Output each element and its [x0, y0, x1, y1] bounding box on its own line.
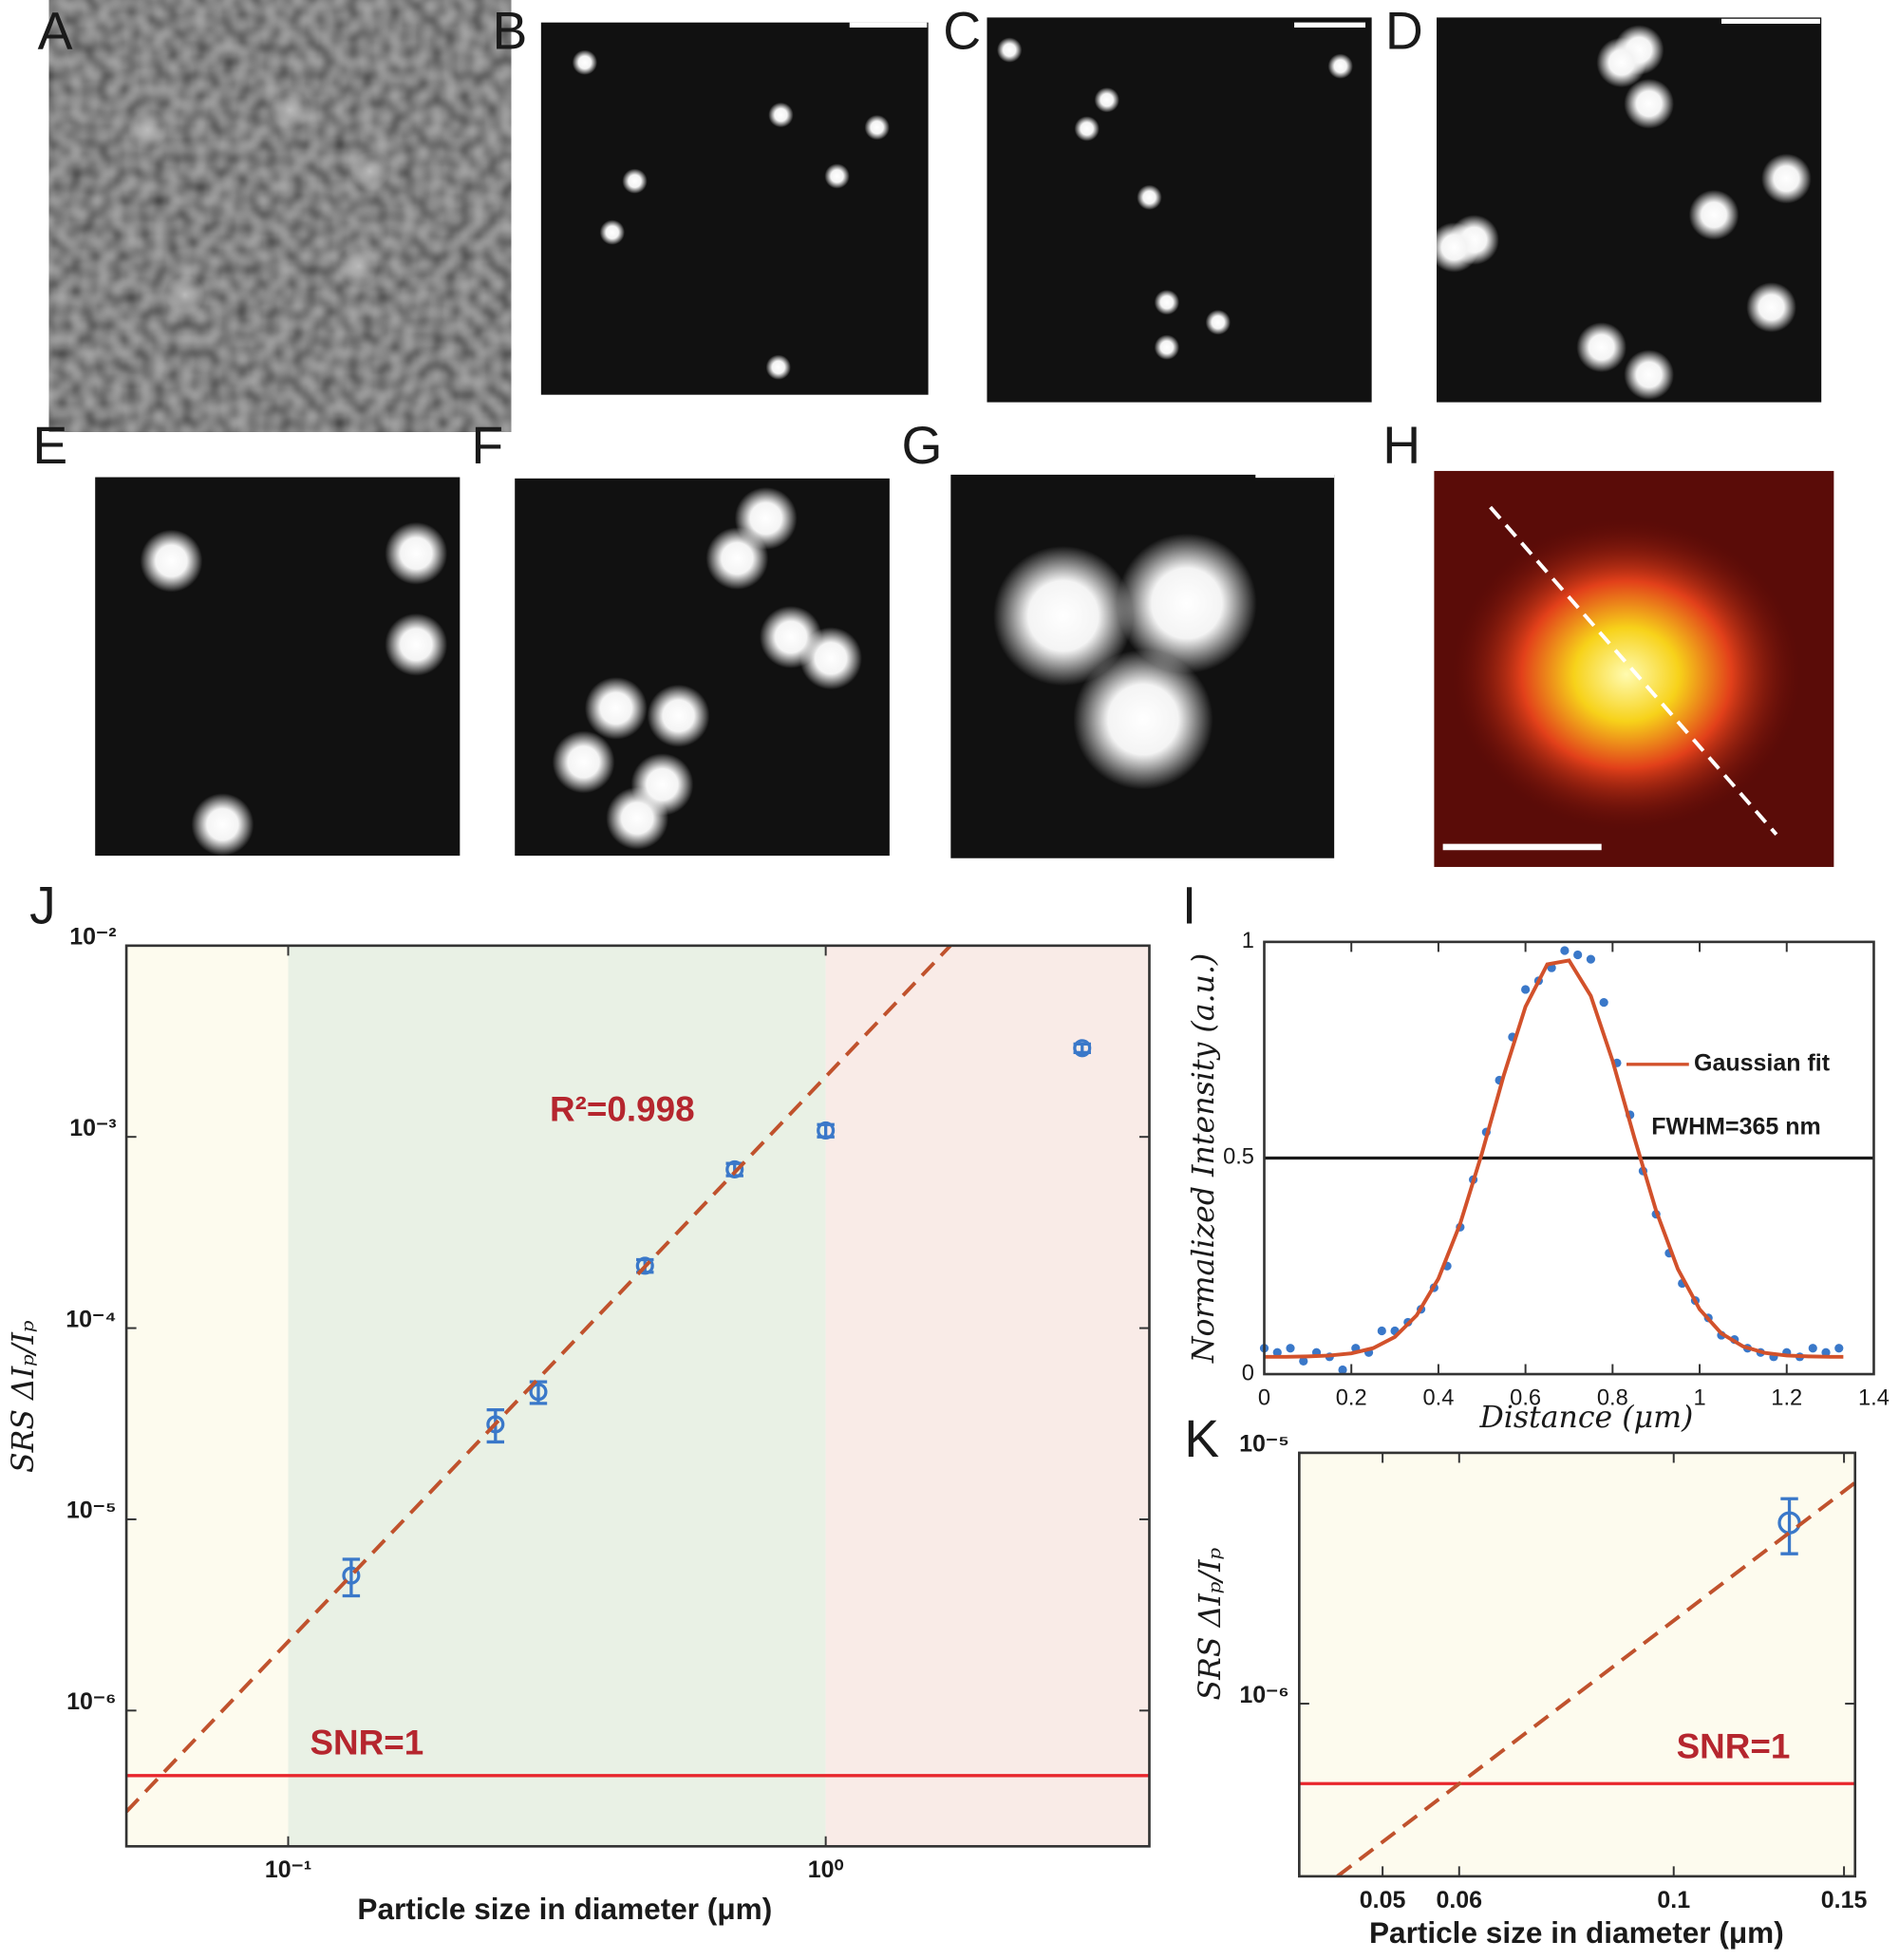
annotation: SNR=1: [310, 1723, 423, 1762]
y-tick-label: 1: [1242, 929, 1254, 953]
panel-letter: D: [1385, 1, 1423, 60]
x-tick-label: 10⁰: [808, 1856, 844, 1883]
annotation: R²=0.998: [550, 1090, 695, 1129]
data-point: [1560, 946, 1570, 955]
particles-c: [996, 37, 1353, 360]
x-axis-title: Distance (μm): [1478, 1401, 1693, 1435]
particles-f: [552, 487, 862, 850]
annotation: SNR=1: [1677, 1726, 1791, 1765]
panel-letter: F: [471, 416, 503, 475]
data-point: [1821, 1348, 1831, 1357]
x-tick-label: 0.15: [1821, 1887, 1868, 1913]
x-tick-label: 10⁻¹: [265, 1856, 311, 1883]
chart: K 0.05 0.06 0.1 0.15 10⁻⁵ 10⁻⁶ SNR=1 Particle si…: [1184, 1409, 1867, 1950]
x-tick-label: 0.05: [1360, 1887, 1406, 1913]
y-axis-title: SRS ΔIₚ/Iₚ: [1194, 1548, 1228, 1701]
data-point: [1586, 954, 1596, 964]
panel-letter: A: [38, 1, 73, 60]
y-tick-label: 0.5: [1223, 1145, 1254, 1170]
y-tick-label: 10⁻⁶: [1239, 1682, 1288, 1708]
image-a: [87, 22, 473, 395]
data-point: [1573, 950, 1583, 960]
region: [288, 945, 826, 1847]
panel-letter: J: [29, 876, 56, 934]
y-tick-label: 10⁻⁶: [66, 1688, 116, 1715]
x-tick-label: 1.4: [1858, 1386, 1890, 1411]
error-bar: [1780, 1497, 1798, 1555]
psf-spot: [1451, 518, 1802, 831]
micrographs: [87, 17, 1834, 867]
y-axis-title: SRS ΔIₚ/Iₚ: [7, 1320, 41, 1473]
x-tick-label: 0.06: [1436, 1887, 1482, 1913]
x-axis-title: Particle size in diameter (μm): [1369, 1915, 1784, 1950]
data-point: [1338, 1365, 1347, 1375]
x-tick-label: 0.1: [1657, 1887, 1690, 1913]
x-tick-label: 0.2: [1336, 1386, 1367, 1411]
x-tick-label: 0: [1258, 1386, 1270, 1411]
particles-b: [572, 49, 890, 380]
data-point: [1272, 1348, 1282, 1357]
x-tick-label: 1: [1693, 1386, 1705, 1411]
panel-letter: C: [943, 1, 981, 60]
region: [1299, 1452, 1855, 1876]
data-point: [635, 1256, 654, 1275]
particles-e: [140, 521, 448, 857]
x-tick-label: 1.2: [1771, 1386, 1802, 1411]
panel-letter: E: [32, 416, 67, 475]
annotation: FWHM=365 nm: [1651, 1113, 1820, 1140]
y-axis-title: Normalized Intensity (a.u.): [1187, 953, 1221, 1364]
data-point: [342, 1566, 361, 1585]
image-b: [540, 22, 929, 395]
y-tick-label: 10⁻⁴: [66, 1306, 116, 1332]
fit-line: [1264, 958, 1844, 1359]
fit-line: [126, 945, 952, 1814]
y-tick-label: 10⁻⁵: [1239, 1431, 1289, 1458]
legend-label: Gaussian fit: [1694, 1049, 1831, 1076]
y-tick-label: 0: [1242, 1361, 1254, 1385]
data-point: [817, 1121, 836, 1140]
particles-g: [993, 533, 1257, 790]
data-point: [1377, 1326, 1386, 1336]
region: [825, 945, 1150, 1847]
panel-letter: K: [1184, 1409, 1219, 1468]
panel-letter: H: [1382, 416, 1420, 475]
data-point: [529, 1383, 548, 1402]
panel-letter: B: [493, 1, 528, 60]
data-point: [725, 1159, 744, 1178]
plot-frame: [1263, 940, 1875, 1376]
y-tick-label: 10⁻²: [69, 924, 116, 951]
particles-a: [127, 89, 390, 315]
chart: J 10⁻¹ 10⁰ 10⁻² 10⁻³ 10⁻⁴ 10⁻⁵ 10⁻⁶ R²=0.998 SNR=…: [7, 876, 1151, 1926]
y-tick-label: 10⁻³: [69, 1115, 116, 1141]
panel-letter: G: [902, 416, 943, 475]
plot-frame: [1298, 1451, 1857, 1878]
particles-d: [1429, 25, 1812, 400]
x-tick-label: 0.8: [1597, 1386, 1628, 1411]
data-point: [1521, 985, 1531, 994]
data-point: [1073, 1039, 1092, 1058]
profile-line: [1489, 505, 1778, 837]
image-c: [987, 17, 1372, 403]
data-point: [1808, 1344, 1817, 1353]
panel-letter: I: [1182, 876, 1196, 934]
region: [126, 945, 289, 1847]
data-point: [486, 1415, 505, 1434]
x-axis-title: Particle size in diameter (μm): [357, 1892, 772, 1926]
data-point: [1834, 1344, 1844, 1353]
plot-frame: [124, 944, 1151, 1848]
data-point: [1286, 1344, 1295, 1353]
x-tick-label: 0.4: [1422, 1386, 1454, 1411]
y-tick-label: 10⁻⁵: [66, 1498, 117, 1524]
error-bar: [342, 1557, 361, 1598]
chart: I 0 0.2 0.4 0.6 0.8 1 1.2 1.4 0 0.5 1 Gaussian fit FW…: [1182, 876, 1890, 1435]
data-point: [1599, 997, 1608, 1008]
data-point: [1299, 1356, 1308, 1366]
x-tick-label: 0.6: [1510, 1386, 1541, 1411]
